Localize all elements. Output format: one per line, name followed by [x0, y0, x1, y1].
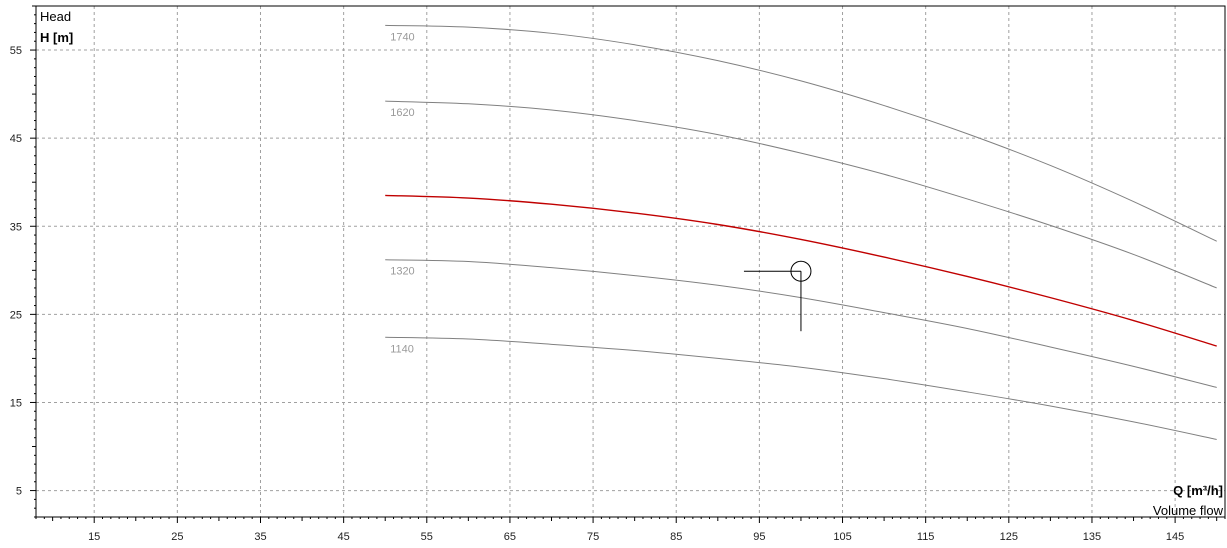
curve-label-1620: 1620: [390, 107, 414, 119]
x-tick-label: 35: [254, 531, 266, 543]
duty-point-marker: [743, 260, 812, 332]
x-tick-label: 15: [88, 531, 100, 543]
curve-1740: [385, 24, 1217, 242]
performance-curves: 1740 1620 1320 1140: [385, 24, 1217, 440]
y-axis-title: Head: [40, 9, 71, 24]
x-tick-label: 55: [421, 531, 433, 543]
x-tick-label: 145: [1166, 531, 1184, 543]
plot-background: [36, 6, 1225, 517]
plot-frame: [35, 5, 1226, 518]
curve-label-1740: 1740: [390, 31, 414, 43]
y-tick-label: 35: [10, 221, 22, 233]
x-tick-label: 115: [917, 531, 935, 543]
y-tick-label: 55: [10, 45, 22, 57]
y-axis-label: H [m]: [40, 30, 73, 45]
curve-label-1140: 1140: [390, 343, 414, 355]
y-tick-label: 25: [10, 309, 22, 321]
x-axis-label: Q [m³/h]: [1173, 483, 1223, 498]
grid-lines: [36, 6, 1225, 517]
x-tick-label: 65: [504, 531, 516, 543]
duty-point-circle: [790, 260, 812, 282]
x-tick-label: 45: [338, 531, 350, 543]
curve-1140: [385, 336, 1217, 440]
x-axis-title: Volume flow: [1153, 503, 1224, 518]
x-tick-label: 135: [1083, 531, 1101, 543]
x-tick-label: 25: [171, 531, 183, 543]
curve-1620: [385, 100, 1217, 289]
y-tick-label: 15: [10, 397, 22, 409]
x-tick-label: 125: [1000, 531, 1018, 543]
x-tick-label: 75: [587, 531, 599, 543]
y-tick-label: 45: [10, 133, 22, 145]
axes: 15 25 35 45 55 65 75 85 95 105 115 125 135 145 5 15 25 35…: [10, 5, 1226, 543]
axis-titles: Head H [m] Q [m³/h] Volume flow: [40, 9, 1224, 518]
x-tick-label: 95: [753, 531, 765, 543]
curve-label-1320: 1320: [390, 266, 414, 278]
y-tick-label: 5: [16, 486, 22, 498]
curve-selected: [385, 194, 1217, 347]
x-tick-label: 105: [833, 531, 851, 543]
x-tick-label: 85: [670, 531, 682, 543]
